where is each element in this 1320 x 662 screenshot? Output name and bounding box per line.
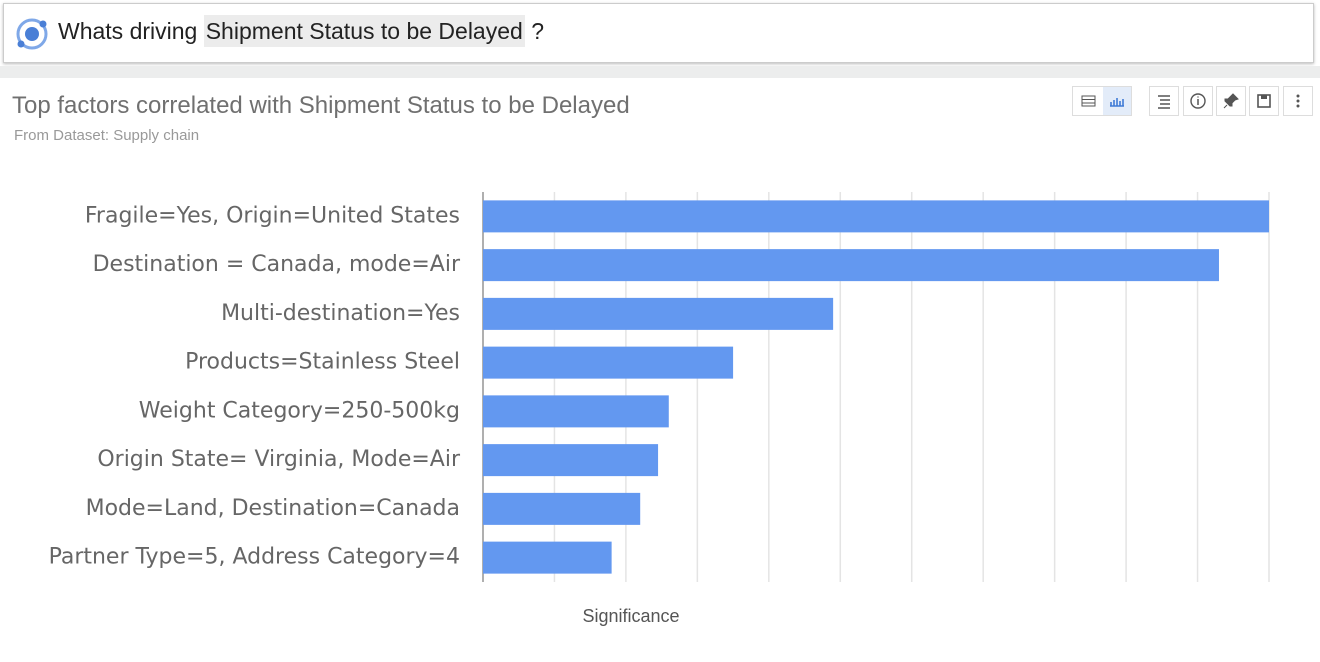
save-button[interactable] xyxy=(1249,86,1279,116)
bar xyxy=(483,444,659,477)
view-toggle xyxy=(1072,86,1132,116)
bar xyxy=(483,541,612,574)
bar xyxy=(483,249,1219,282)
y-tick-label: Weight Category=250-500kg xyxy=(139,398,460,423)
y-tick-label: Partner Type=5, Address Category=4 xyxy=(49,545,460,570)
chart-subtitle: From Dataset: Supply chain xyxy=(14,127,200,144)
info-button[interactable] xyxy=(1183,86,1213,116)
view-icons[interactable] xyxy=(1073,87,1131,115)
chart: Significance Fragile=Yes, Origin=United … xyxy=(49,192,1270,626)
question-highlight: Shipment Status to be Delayed xyxy=(203,15,525,47)
bar xyxy=(483,492,641,525)
bar xyxy=(483,200,1269,233)
question-suffix: ? xyxy=(531,18,544,44)
y-tick-label: Origin State= Virginia, Mode=Air xyxy=(97,447,461,472)
separator xyxy=(0,66,1320,78)
bar xyxy=(483,297,834,330)
x-axis-label: Significance xyxy=(582,606,679,626)
bar xyxy=(483,346,734,379)
y-tick-label: Products=Stainless Steel xyxy=(185,350,460,375)
search-bar[interactable]: Whats driving Shipment Status to be Dela… xyxy=(3,3,1314,63)
bar xyxy=(483,395,669,428)
pin-button[interactable] xyxy=(1216,86,1246,116)
app-icon xyxy=(16,18,48,50)
y-tick-label: Mode=Land, Destination=Canada xyxy=(86,496,460,521)
y-tick-label: Destination = Canada, mode=Air xyxy=(93,252,461,277)
chart-title: Top factors correlated with Shipment Sta… xyxy=(12,92,630,119)
y-tick-label: Multi-destination=Yes xyxy=(221,301,460,326)
list-button[interactable] xyxy=(1149,86,1179,116)
y-tick-label: Fragile=Yes, Origin=United States xyxy=(85,203,460,228)
more-button[interactable] xyxy=(1283,86,1313,116)
question: Whats driving Shipment Status to be Dela… xyxy=(58,15,544,47)
question-prefix: Whats driving xyxy=(58,18,198,44)
